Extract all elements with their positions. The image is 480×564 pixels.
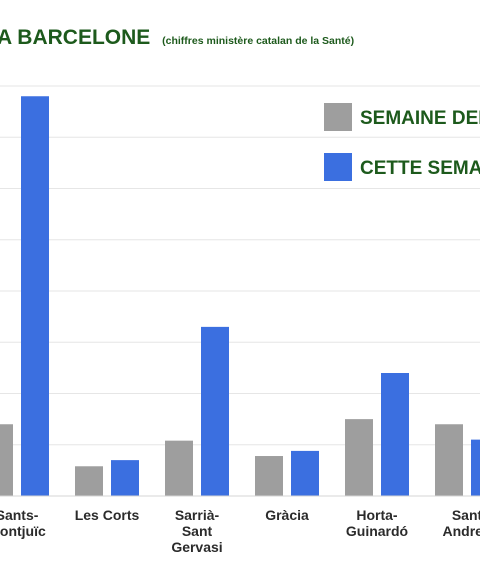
bar-previous-week xyxy=(0,424,13,496)
chart-subtitle: (chiffres ministère catalan de la Santé) xyxy=(162,35,354,47)
bar-this-week xyxy=(21,96,49,496)
x-tick-label-line: Guinardó xyxy=(346,523,408,539)
legend-swatch-this-week xyxy=(324,153,352,181)
bar-previous-week xyxy=(165,440,193,496)
x-tick-label-line: Les Corts xyxy=(75,507,140,523)
bar-previous-week xyxy=(75,466,103,496)
x-tick-label: Sarrià-Sant Gervasi xyxy=(171,507,222,555)
bar-previous-week xyxy=(435,424,463,496)
gridlines xyxy=(0,85,480,497)
x-tick-label-line: Gràcia xyxy=(265,507,309,523)
x-tick-labels: Sants-MontjuïcLes CortsSarrià-SantGervas… xyxy=(0,507,480,555)
bar-this-week xyxy=(381,373,409,496)
x-tick-label: Gràcia xyxy=(265,507,309,523)
bar-this-week xyxy=(111,460,139,496)
x-tick-label-line: Andreu xyxy=(443,523,480,539)
x-tick-label: Les Corts xyxy=(75,507,140,523)
bar-this-week xyxy=(201,326,229,496)
x-tick-label: SantAndreu xyxy=(443,507,480,539)
legend: SEMAINE DER CETTE SEMAIN xyxy=(324,103,480,181)
bars xyxy=(0,96,480,496)
x-tick-label-line: Gervasi xyxy=(171,539,222,555)
x-tick-label: Sants-Montjuïc xyxy=(0,507,46,539)
bar-previous-week xyxy=(255,456,283,496)
chart-title: S A BARCELONE (chiffres ministère catala… xyxy=(0,26,354,49)
x-tick-label-line: Sants- xyxy=(0,507,39,523)
x-tick-label-line: Horta- xyxy=(356,507,398,523)
bar-previous-week xyxy=(345,419,373,496)
bar-this-week xyxy=(291,450,319,496)
legend-label-previous-week: SEMAINE DER xyxy=(360,108,480,129)
x-tick-label: Horta-Guinardó xyxy=(346,507,408,539)
x-tick-label-line: Sant xyxy=(452,507,480,523)
x-tick-label-line: Montjuïc xyxy=(0,523,46,539)
legend-swatch-previous-week xyxy=(324,103,352,131)
x-tick-label-line: Sant xyxy=(182,523,213,539)
x-tick-label-line: Sarrià- xyxy=(175,507,220,523)
legend-label-this-week: CETTE SEMAIN xyxy=(360,158,480,179)
bar-this-week xyxy=(471,439,480,496)
